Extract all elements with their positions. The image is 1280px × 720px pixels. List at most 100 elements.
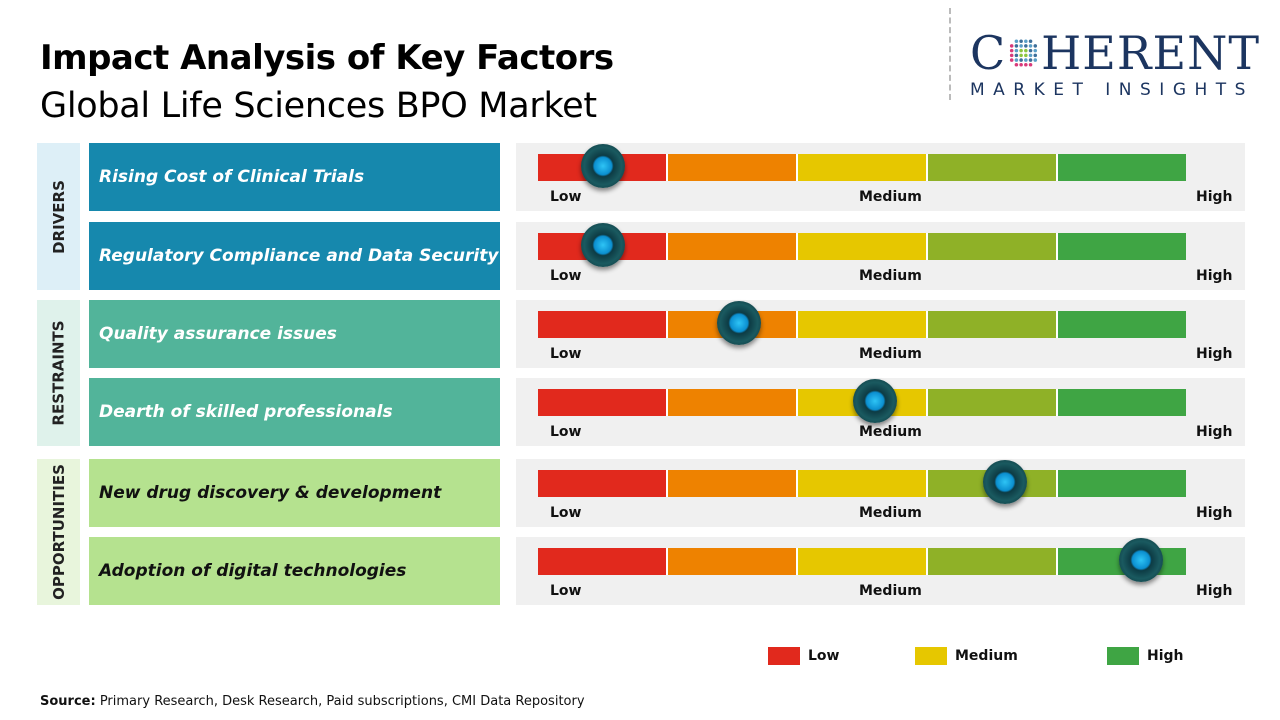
legend-item: High bbox=[1107, 647, 1184, 665]
globe-dot bbox=[1028, 58, 1033, 62]
scale-label-low: Low bbox=[550, 189, 582, 205]
globe-dot bbox=[1024, 48, 1028, 53]
divider bbox=[949, 8, 951, 100]
gauge-bar bbox=[538, 389, 1186, 416]
globe-dot bbox=[1010, 48, 1014, 53]
legend-label: Low bbox=[808, 648, 840, 664]
globe-dot bbox=[1019, 63, 1024, 67]
globe-dot bbox=[1024, 63, 1028, 67]
globe-dot bbox=[1028, 53, 1033, 58]
gauge-segment-high bbox=[1058, 233, 1186, 260]
impact-indicator-knob bbox=[1118, 538, 1163, 582]
globe-dot bbox=[1028, 44, 1033, 48]
gauge-segment-medium_high bbox=[928, 154, 1058, 181]
globe-dot bbox=[1033, 44, 1038, 48]
category-drivers: DRIVERS bbox=[37, 143, 80, 290]
gauge-segment-low_medium bbox=[668, 548, 798, 575]
page-subtitle: Global Life Sciences BPO Market bbox=[40, 86, 597, 126]
factor-label: Adoption of digital technologies bbox=[89, 537, 500, 605]
globe-dot bbox=[1019, 53, 1024, 58]
logo: C HERENT MARKET INSIGHTS bbox=[970, 26, 1260, 100]
gauge-segment-medium bbox=[798, 154, 928, 181]
globe-dot bbox=[1028, 39, 1033, 43]
gauge-segment-low bbox=[538, 311, 668, 338]
factor-label: New drug discovery & development bbox=[89, 459, 500, 527]
globe-dot bbox=[1014, 58, 1019, 62]
gauge-segment-low bbox=[538, 389, 668, 416]
globe-dot bbox=[1033, 58, 1038, 62]
factor-label: Rising Cost of Clinical Trials bbox=[89, 143, 500, 211]
scale-label-medium: Medium bbox=[859, 505, 922, 521]
globe-dot bbox=[1024, 44, 1028, 48]
scale-label-low: Low bbox=[550, 346, 582, 362]
gauge-segment-high bbox=[1058, 311, 1186, 338]
impact-indicator-knob bbox=[852, 379, 897, 423]
globe-icon bbox=[1010, 39, 1038, 67]
gauge-segment-medium_high bbox=[928, 548, 1058, 575]
impact-indicator-knob bbox=[982, 460, 1027, 504]
globe-dot bbox=[1010, 53, 1014, 58]
scale-label-high: High bbox=[1196, 346, 1233, 362]
factor-label: Quality assurance issues bbox=[89, 300, 500, 368]
legend-swatch bbox=[768, 647, 800, 665]
globe-dot bbox=[1028, 63, 1033, 67]
gauge-bar bbox=[538, 548, 1186, 575]
gauge-bar bbox=[538, 311, 1186, 338]
globe-dot bbox=[1024, 53, 1028, 58]
scale-label-low: Low bbox=[550, 424, 582, 440]
scale-label-low: Low bbox=[550, 505, 582, 521]
scale-label-high: High bbox=[1196, 268, 1233, 284]
category-label: DRIVERS bbox=[49, 179, 68, 254]
globe-dot bbox=[1024, 39, 1028, 43]
gauge-bar bbox=[538, 233, 1186, 260]
impact-gauge: Low Medium High bbox=[516, 537, 1245, 605]
scale-label-medium: Medium bbox=[859, 583, 922, 599]
gauge-segment-medium bbox=[798, 233, 928, 260]
globe-dot bbox=[1014, 53, 1019, 58]
globe-dot bbox=[1019, 39, 1024, 43]
impact-gauge: Low Medium High bbox=[516, 459, 1245, 527]
gauge-segment-medium bbox=[798, 470, 928, 497]
category-opportunities: OPPORTUNITIES bbox=[37, 459, 80, 605]
legend-label: Medium bbox=[955, 648, 1018, 664]
impact-indicator-knob bbox=[580, 223, 625, 267]
gauge-segment-low bbox=[538, 470, 668, 497]
globe-dot bbox=[1010, 58, 1014, 62]
scale-label-low: Low bbox=[550, 268, 582, 284]
scale-label-medium: Medium bbox=[859, 346, 922, 362]
scale-label-high: High bbox=[1196, 424, 1233, 440]
globe-dot bbox=[1014, 63, 1019, 67]
legend-item: Medium bbox=[915, 647, 1018, 665]
scale-label-medium: Medium bbox=[859, 189, 922, 205]
gauge-bar bbox=[538, 470, 1186, 497]
scale-label-low: Low bbox=[550, 583, 582, 599]
gauge-segment-low_medium bbox=[668, 470, 798, 497]
legend-label: High bbox=[1147, 648, 1184, 664]
globe-dot bbox=[1028, 48, 1033, 53]
gauge-segment-high bbox=[1058, 389, 1186, 416]
globe-dot bbox=[1033, 48, 1038, 53]
factor-label: Dearth of skilled professionals bbox=[89, 378, 500, 446]
globe-dot bbox=[1014, 48, 1019, 53]
category-restraints: RESTRAINTS bbox=[37, 300, 80, 446]
legend-item: Low bbox=[768, 647, 839, 665]
scale-label-medium: Medium bbox=[859, 268, 922, 284]
globe-dot bbox=[1019, 48, 1024, 53]
globe-dot bbox=[1014, 44, 1019, 48]
category-label: RESTRAINTS bbox=[49, 320, 68, 426]
source-note: Source: Primary Research, Desk Research,… bbox=[40, 694, 585, 709]
scale-label-high: High bbox=[1196, 505, 1233, 521]
scale-label-high: High bbox=[1196, 189, 1233, 205]
gauge-segment-low_medium bbox=[668, 233, 798, 260]
gauge-segment-low_medium bbox=[668, 154, 798, 181]
impact-indicator-knob bbox=[716, 301, 761, 345]
impact-gauge: Low Medium High bbox=[516, 378, 1245, 446]
gauge-segment-high bbox=[1058, 470, 1186, 497]
gauge-segment-medium bbox=[798, 311, 928, 338]
globe-dot bbox=[1010, 44, 1014, 48]
gauge-bar bbox=[538, 154, 1186, 181]
factor-label: Regulatory Compliance and Data Security bbox=[89, 222, 500, 290]
category-label: OPPORTUNITIES bbox=[49, 464, 68, 600]
globe-dot bbox=[1019, 44, 1024, 48]
globe-dot bbox=[1024, 58, 1028, 62]
